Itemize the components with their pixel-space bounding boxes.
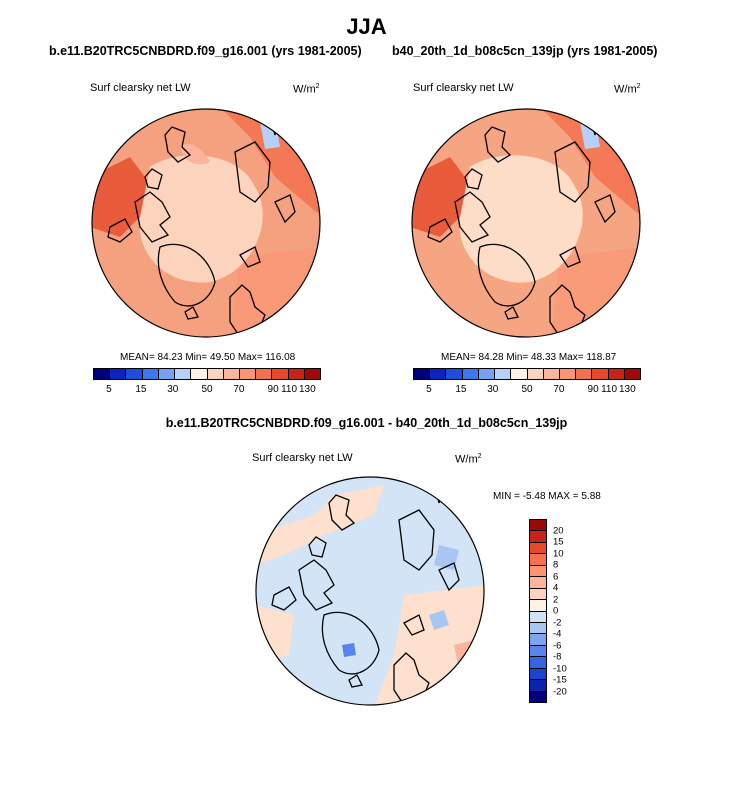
right-variable-label: Surf clearsky net LW [413,82,514,94]
page-title: JJA [346,14,387,39]
left-case-title: b.e11.B20TRC5CNBDRD.f09_g16.001 (yrs 198… [49,44,362,58]
right-arctic-region [459,155,583,283]
left-polar-map [91,108,321,338]
diff-stats: MIN = -5.48 MAX = 5.88 [493,491,601,502]
right-colorbar-labels: 5 15 30 50 70 90 110 130 [426,384,636,395]
left-variable-label: Surf clearsky net LW [90,82,191,94]
left-units-label: W/m2 [293,83,320,96]
right-stats: MEAN= 84.28 Min= 48.33 Max= 118.87 [441,352,617,363]
diff-colorbar-labels: 20 15 10 8 6 4 2 0 -2 -4 -6 -8 -10 -15 -… [553,525,567,697]
left-arctic-region [139,155,263,283]
diff-units-label: W/m2 [455,453,482,466]
diff-variable-label: Surf clearsky net LW [252,452,353,464]
right-polar-map [411,108,641,338]
left-colorbar [93,368,321,380]
diff-polar-map [255,476,485,706]
diff-colorbar [529,519,547,703]
right-colorbar [413,368,641,380]
left-colorbar-labels: 5 15 30 50 70 90 110 130 [106,384,316,395]
right-case-title: b40_20th_1d_b08c5cn_139jp (yrs 1981-2005… [392,44,658,58]
left-stats: MEAN= 84.23 Min= 49.50 Max= 116.08 [120,352,296,363]
diff-title: b.e11.B20TRC5CNBDRD.f09_g16.001 - b40_20… [165,416,568,430]
right-units-label: W/m2 [614,83,641,96]
